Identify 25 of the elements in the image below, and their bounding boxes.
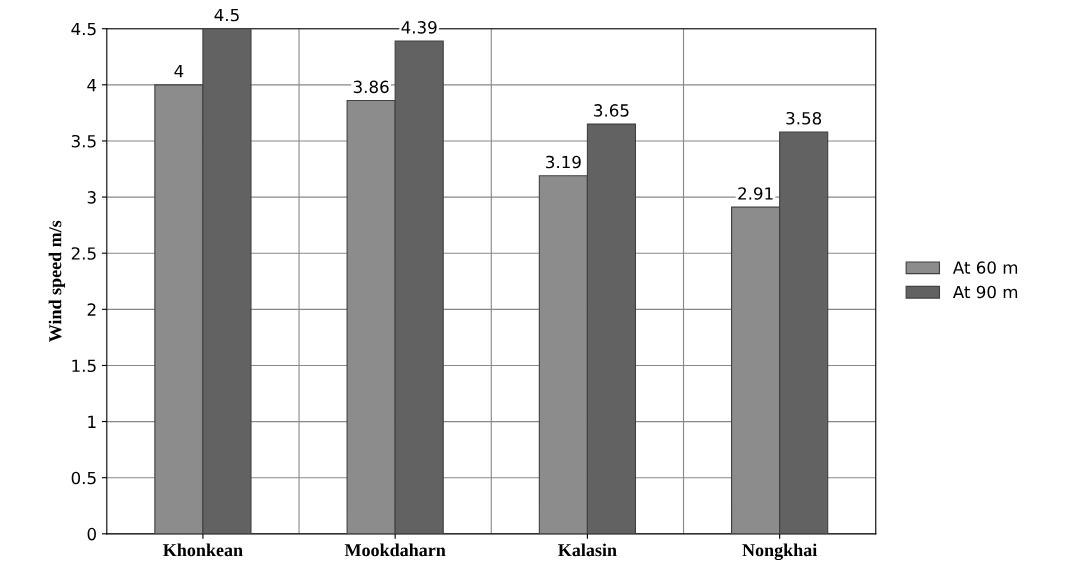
x-tick-label: Mookdaharn: [344, 543, 446, 557]
y-tick-label: 3.5: [71, 134, 96, 148]
y-tick-label: 2.5: [71, 247, 96, 260]
data-label: 3.86: [353, 80, 389, 94]
x-tick-label: Nongkhai: [742, 543, 818, 561]
legend-label: At 60 m: [952, 261, 1018, 274]
y-tick-label: 4.5: [71, 22, 96, 36]
y-tick-label: 0.5: [71, 471, 96, 485]
data-label: 4.39: [401, 21, 437, 34]
x-tick-label: Khonkean: [163, 543, 243, 557]
data-label: 4: [174, 65, 184, 78]
data-label: 3.58: [786, 111, 822, 125]
y-tick-label: 1.5: [72, 359, 96, 373]
y-tick-label: 3: [87, 191, 96, 204]
legend-label: At 90 m: [952, 285, 1018, 299]
data-label: 4.5: [214, 8, 239, 22]
data-label: 3.65: [594, 104, 629, 117]
x-tick-label: Kalasin: [558, 543, 617, 557]
data-label: 3.19: [546, 155, 581, 169]
y-tick-label: 2: [87, 303, 96, 316]
y-tick-label: 4: [87, 79, 97, 92]
y-tick-label: 1: [88, 415, 96, 428]
data-label: 2.91: [738, 187, 773, 200]
y-tick-label: 0: [87, 527, 96, 541]
y-axis-title: Wind speed m/s: [48, 220, 66, 343]
